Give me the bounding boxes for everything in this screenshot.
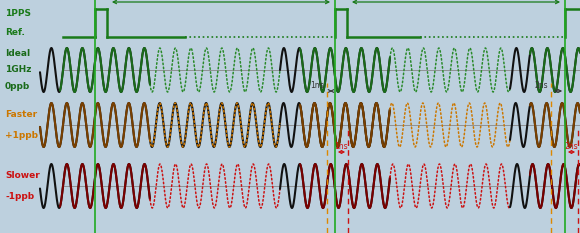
Text: 0ppb: 0ppb	[5, 82, 30, 91]
Text: Slower: Slower	[5, 171, 40, 180]
Text: Ref.: Ref.	[5, 28, 25, 37]
Text: 1GHz: 1GHz	[5, 65, 31, 75]
Text: -1ppb: -1ppb	[5, 192, 34, 201]
Text: Ideal: Ideal	[5, 49, 30, 58]
Text: 1ns: 1ns	[310, 81, 324, 90]
Text: Faster: Faster	[5, 110, 37, 119]
Text: 2ns: 2ns	[564, 142, 578, 151]
Text: 1ns: 1ns	[334, 142, 348, 151]
Text: 2ns: 2ns	[534, 81, 548, 90]
Text: 1PPS: 1PPS	[5, 9, 31, 18]
Text: +1ppb: +1ppb	[5, 131, 38, 140]
